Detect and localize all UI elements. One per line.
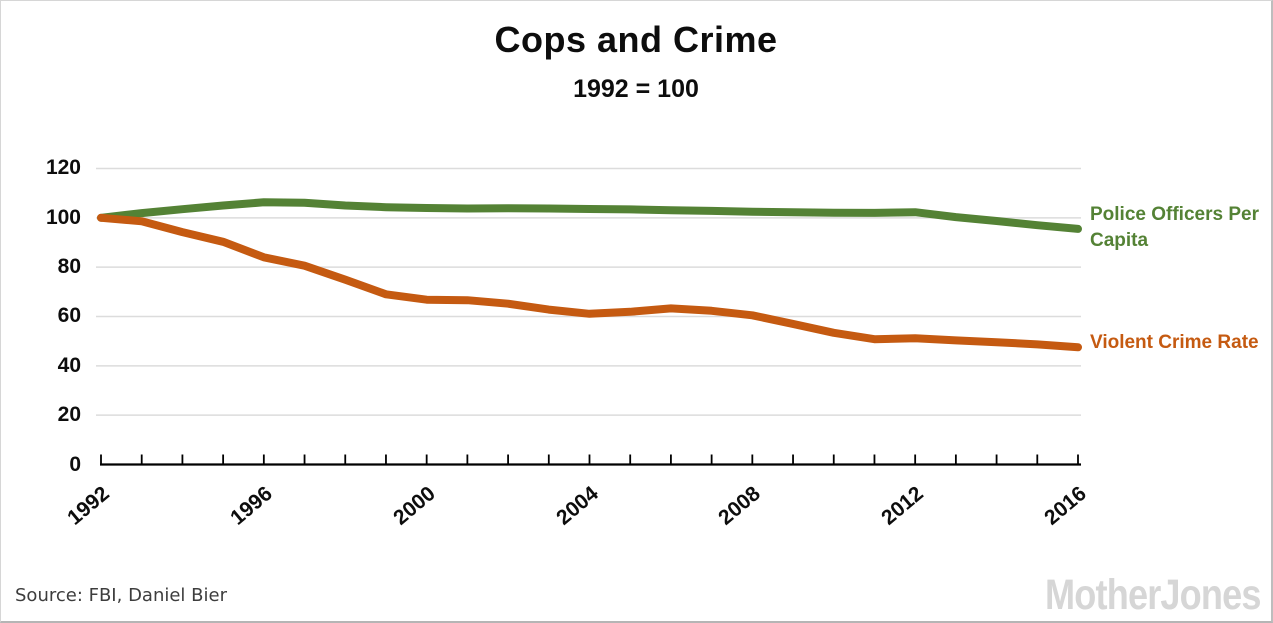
series-label-police-officers: Police Officers Per Capita bbox=[1090, 204, 1259, 251]
series-line-violent-crime bbox=[97, 213, 1082, 352]
series-line-police-officers bbox=[97, 198, 1082, 233]
page-subtitle: 1992 = 100 bbox=[573, 75, 699, 103]
y-tick-label-60: 60 bbox=[57, 304, 81, 328]
y-tick-label-100: 100 bbox=[45, 205, 81, 229]
series-label-violent-crime: Violent Crime Rate bbox=[1090, 332, 1259, 353]
y-tick-label-80: 80 bbox=[57, 255, 81, 279]
y-tick-label-20: 20 bbox=[57, 403, 81, 427]
source-note: Source: FBI, Daniel Bier bbox=[15, 585, 227, 606]
y-tick-label-40: 40 bbox=[57, 353, 81, 377]
y-tick-label-0: 0 bbox=[69, 452, 81, 476]
y-tick-label-120: 120 bbox=[45, 156, 81, 180]
page-title: Cops and Crime bbox=[494, 19, 778, 60]
brand-logo: MotherJones bbox=[1045, 571, 1261, 619]
